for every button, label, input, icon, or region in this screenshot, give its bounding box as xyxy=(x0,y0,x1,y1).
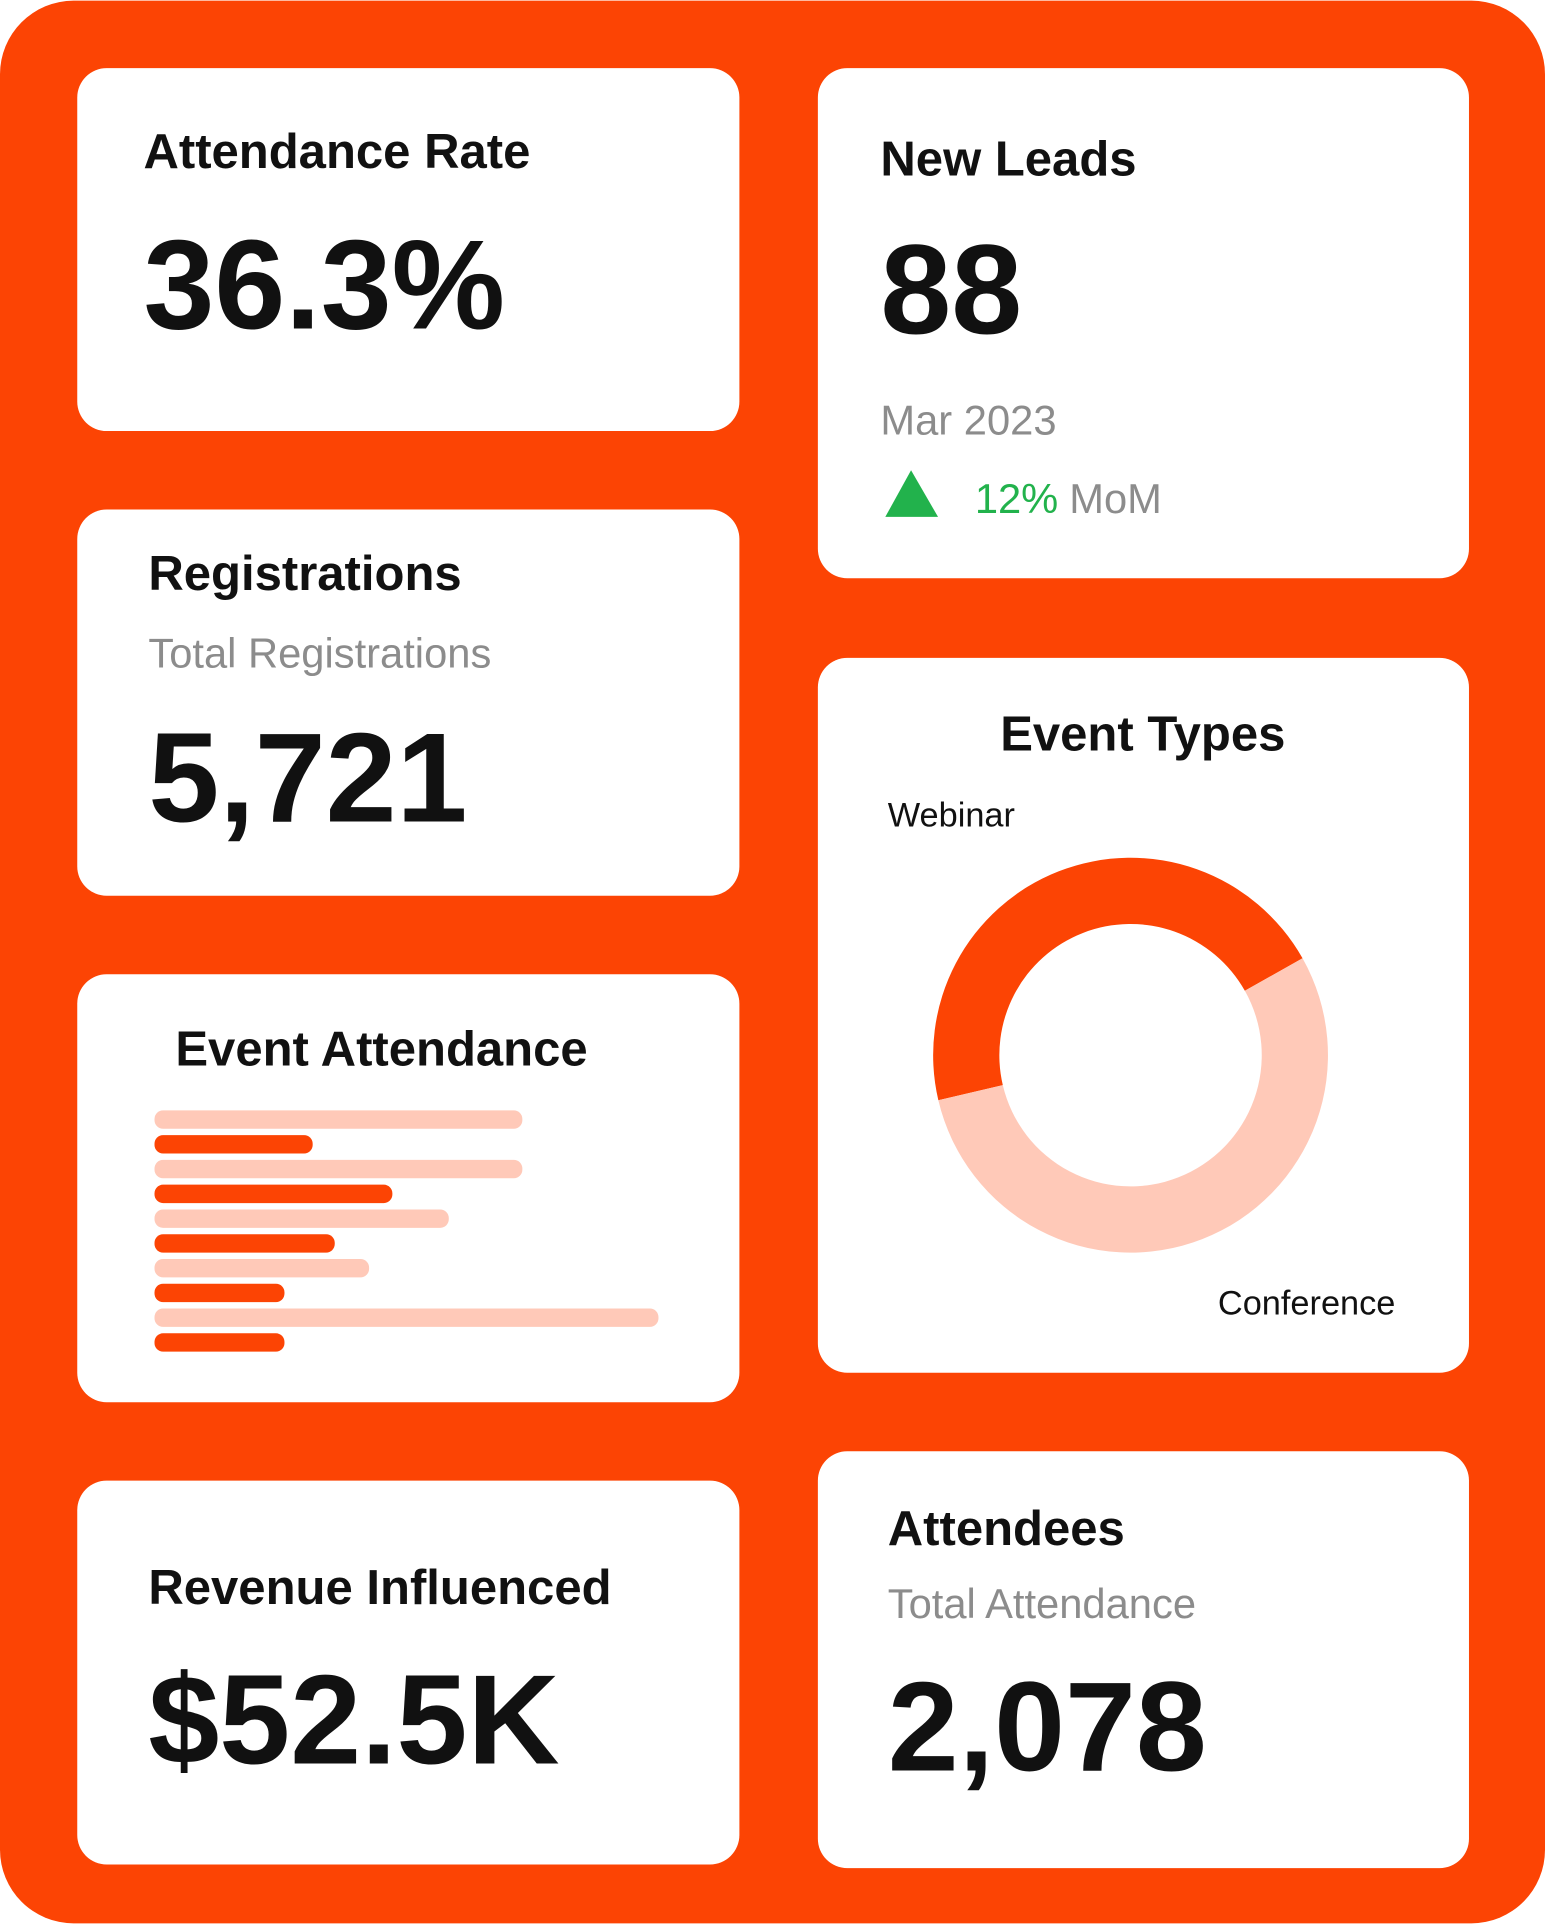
card xyxy=(817,657,1469,1373)
card xyxy=(817,1451,1469,1869)
bar xyxy=(154,1333,285,1352)
card-title: Attendance Rate xyxy=(143,125,530,179)
card xyxy=(77,68,740,432)
bar xyxy=(154,1135,313,1154)
card-title: Revenue Influenced xyxy=(148,1561,611,1615)
bar xyxy=(154,1184,393,1204)
bar xyxy=(154,1308,659,1327)
card-value: $52.5K xyxy=(148,1649,559,1791)
donut-slice xyxy=(938,958,1328,1253)
card-title: Registrations xyxy=(148,547,461,601)
change-label: MoM xyxy=(1069,475,1162,522)
bar xyxy=(154,1209,449,1228)
card xyxy=(817,68,1469,579)
card-value: 2,078 xyxy=(888,1657,1207,1799)
bar xyxy=(154,1234,335,1253)
card-subtitle: Total Attendance xyxy=(888,1580,1196,1627)
bar xyxy=(154,1283,285,1303)
card-title: New Leads xyxy=(880,132,1136,186)
card xyxy=(77,509,740,896)
card-value: 5,721 xyxy=(148,708,467,850)
period: Mar 2023 xyxy=(880,397,1056,444)
card xyxy=(77,1480,740,1865)
card-value: 88 xyxy=(880,220,1022,362)
card-subtitle: Total Registrations xyxy=(148,630,491,677)
bar xyxy=(154,1110,523,1129)
card-value: 36.3% xyxy=(143,215,505,357)
chart-title: Event Attendance xyxy=(175,1023,587,1077)
slice-label: Conference xyxy=(1218,1284,1395,1322)
chart-title: Event Types xyxy=(1000,708,1285,762)
bar xyxy=(154,1159,523,1179)
card-title: Attendees xyxy=(888,1502,1125,1556)
up-arrow xyxy=(885,470,939,517)
change: 12% xyxy=(975,475,1058,522)
donut-slice xyxy=(933,857,1303,1101)
bar xyxy=(154,1258,370,1278)
slice-label: Webinar xyxy=(888,796,1015,834)
